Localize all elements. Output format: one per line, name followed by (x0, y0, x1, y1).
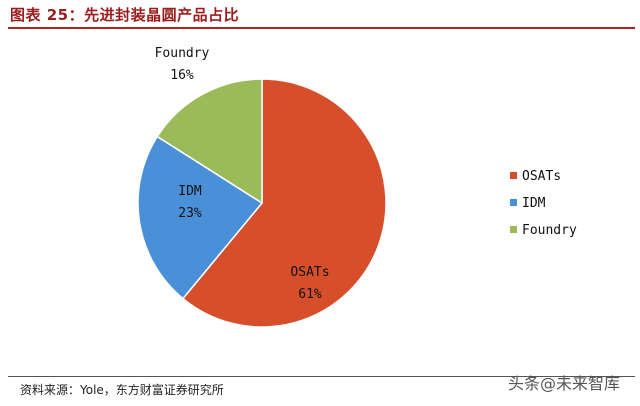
source-note: 资料来源：Yole，东方财富证券研究所 (20, 383, 224, 397)
slice-name-label-osats: OSATs (290, 265, 329, 280)
source-divider (8, 376, 635, 377)
slice-name-label-idm: IDM (178, 184, 202, 199)
pie-slice-osats (181, 78, 387, 328)
watermark-text: 头条@未来智库 (508, 374, 621, 393)
legend-label-idm: IDM (522, 196, 546, 211)
pie-slice-labels: OSATs 61% IDM 23% Foundry 16% (155, 46, 330, 302)
slice-percent-label-idm: 23% (178, 206, 202, 221)
slice-name-label-foundry: Foundry (155, 46, 210, 61)
slice-percent-label-osats: 61% (298, 287, 322, 302)
legend-label-osats: OSATs (522, 169, 561, 184)
slice-percent-label-foundry: 16% (170, 68, 194, 83)
figure-title: 图表 25：先进封装晶圆产品占比 (10, 6, 240, 24)
pie-slice-idm (137, 135, 264, 300)
title-divider (8, 27, 635, 29)
legend-swatch-idm (510, 199, 517, 206)
legend-swatch-osats (510, 172, 517, 179)
legend-swatch-foundry (510, 226, 517, 233)
pie-slice-foundry (156, 78, 263, 205)
legend-label-foundry: Foundry (522, 223, 577, 238)
pie-slices (137, 78, 387, 328)
chart-legend: OSATs IDM Foundry (510, 169, 577, 238)
